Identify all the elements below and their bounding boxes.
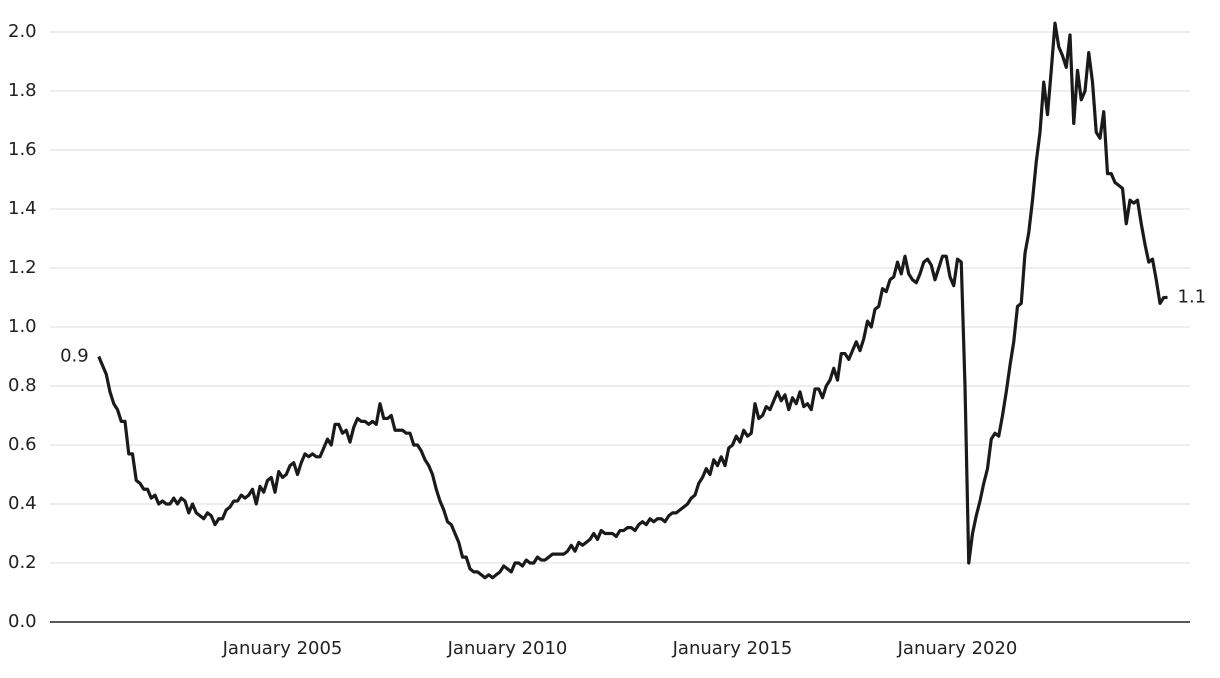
y-tick-label: 0.6 [8,434,37,455]
end-label: 1.1 [1178,287,1207,308]
data-line [97,21,1168,580]
y-tick-label: 0.4 [8,493,37,514]
start-label: 0.9 [60,346,89,367]
x-tick-label: January 2020 [897,638,1018,659]
y-tick-label: 1.8 [8,80,37,101]
y-tick-label: 0.0 [8,611,37,632]
y-tick-label: 1.2 [8,257,37,278]
x-tick-label: January 2015 [672,638,793,659]
y-tick-label: 1.0 [8,316,37,337]
y-tick-label: 0.8 [8,375,37,396]
x-tick-label: January 2010 [447,638,568,659]
x-tick-label: January 2005 [222,638,343,659]
y-tick-label: 0.2 [8,552,37,573]
y-tick-label: 1.4 [8,198,37,219]
y-tick-label: 1.6 [8,139,37,160]
y-tick-label: 2.0 [8,21,37,42]
